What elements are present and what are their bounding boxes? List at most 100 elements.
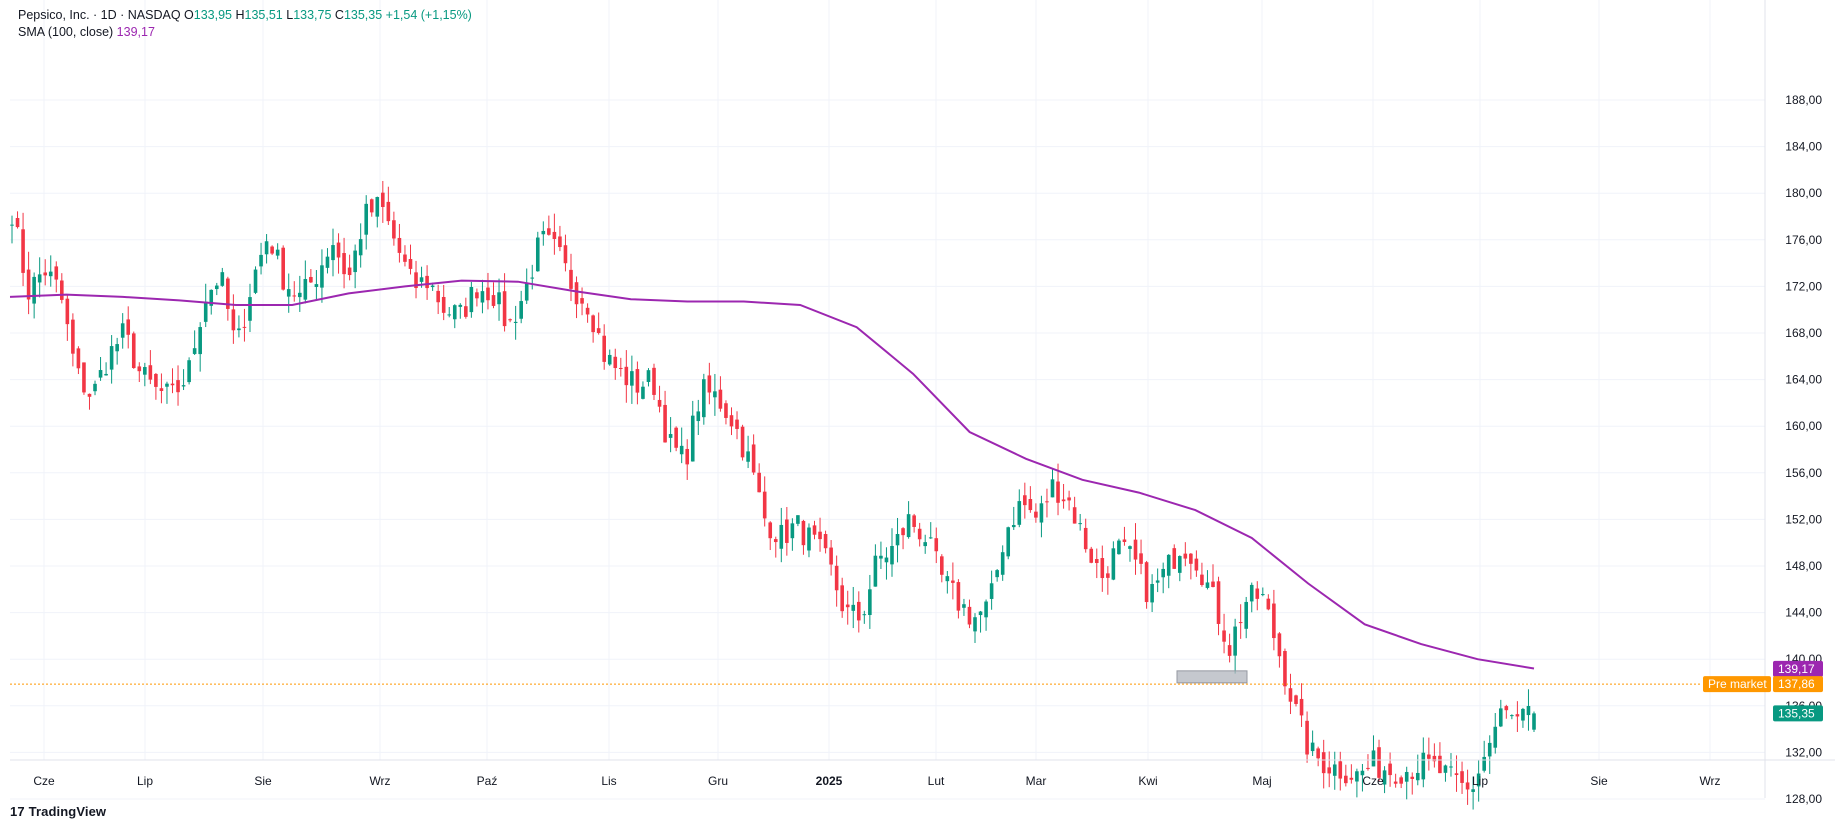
time-tick-label: Maj	[1252, 774, 1271, 788]
candle-body	[635, 369, 640, 393]
candle-body	[1150, 583, 1154, 603]
candle-body	[491, 295, 496, 306]
candle-body	[1305, 720, 1309, 755]
candle-body	[840, 585, 844, 612]
price-tick-label: 188,00	[1785, 93, 1822, 107]
candle-body	[1388, 763, 1392, 776]
candle-body	[408, 258, 413, 269]
candle-body	[43, 272, 48, 276]
candle-body	[264, 241, 269, 255]
price-tick-label: 176,00	[1785, 233, 1822, 247]
candle-body	[154, 373, 158, 387]
sma-legend-row[interactable]: SMA (100, close) 139,17	[18, 24, 472, 41]
candle-body	[403, 254, 407, 262]
time-tick-label: 2025	[816, 774, 843, 788]
candle-body	[1366, 767, 1370, 769]
candle-body	[497, 292, 501, 305]
candle-body	[818, 531, 822, 540]
candle-body	[176, 380, 180, 393]
symbol-title[interactable]: Pepsico, Inc. · 1D · NASDAQ	[18, 8, 181, 22]
candle-body	[469, 287, 474, 313]
candle-body	[508, 319, 512, 321]
candle-body	[729, 415, 734, 427]
candle-body	[1006, 527, 1011, 557]
candle-body	[1161, 568, 1165, 578]
candle-body	[1272, 603, 1276, 639]
ohlc-row: Pepsico, Inc. · 1D · NASDAQ O133,95 H135…	[18, 8, 472, 22]
candle-body	[1283, 651, 1287, 687]
candle-body	[452, 305, 457, 320]
candle-body	[1349, 777, 1354, 780]
candle-body	[375, 197, 380, 217]
time-tick-label: Cze	[33, 774, 55, 788]
candle-body	[71, 319, 75, 354]
candle-body	[259, 254, 263, 267]
candle-body	[1222, 630, 1226, 642]
price-tick-label: 180,00	[1785, 186, 1822, 200]
candle-body	[502, 291, 507, 327]
candle-body	[657, 399, 662, 407]
candle-body	[1111, 548, 1116, 580]
low-value: 133,75	[293, 8, 332, 22]
candle-body	[458, 304, 463, 307]
candle-body	[1288, 688, 1293, 702]
candle-body	[696, 411, 701, 422]
candle-body	[524, 282, 529, 301]
candle-body	[845, 604, 850, 608]
candle-body	[967, 606, 972, 625]
time-axis[interactable]: Cze Lip Sie Wrz Paź Lis Gru 2025 Lut Mar Kwi Maj Cze…	[33, 774, 1720, 788]
candle-body	[547, 228, 551, 235]
candle-body	[746, 451, 750, 462]
chart-legend: Pepsico, Inc. · 1D · NASDAQ O133,95 H135…	[18, 7, 472, 41]
candle-body	[1128, 546, 1132, 549]
candle-body	[1216, 581, 1221, 624]
candle-body	[1510, 715, 1514, 717]
candle-body	[98, 370, 103, 378]
candle-body	[1039, 503, 1044, 523]
candle-body	[270, 246, 274, 254]
candle-body	[1078, 523, 1082, 525]
candle-body	[1521, 708, 1525, 721]
candle-body	[1139, 553, 1143, 564]
candle-body	[1360, 770, 1365, 776]
candle-body	[1321, 752, 1326, 774]
candle-body	[702, 379, 706, 418]
candle-body	[535, 237, 540, 272]
candle-body	[762, 491, 767, 519]
candle-body	[447, 314, 452, 316]
time-tick-label: Lip	[137, 774, 153, 788]
time-tick-label: Mar	[1026, 774, 1047, 788]
highlight-box	[1176, 670, 1248, 684]
time-tick-label: Sie	[254, 774, 272, 788]
candle-body	[834, 565, 839, 591]
candle-body	[286, 289, 291, 297]
price-tags: 139,17 Pre market 137,86 135,35	[1703, 660, 1823, 722]
candle-body	[773, 539, 778, 543]
time-tick-label: Lis	[601, 774, 616, 788]
candle-body	[397, 237, 402, 253]
candle-body	[1067, 497, 1071, 501]
candle-body	[1034, 511, 1038, 518]
candle-body	[1454, 773, 1459, 776]
candle-body	[220, 272, 225, 286]
candle-body	[779, 524, 784, 549]
candle-body	[1205, 582, 1210, 588]
candle-body	[441, 296, 446, 313]
candle-body	[1344, 775, 1348, 784]
candle-body	[1089, 548, 1094, 563]
candle-body	[1471, 789, 1475, 792]
tradingview-logo[interactable]: 17 TradingView	[10, 804, 106, 819]
candle-body	[242, 326, 247, 328]
candle-body	[1316, 748, 1320, 759]
candle-body	[624, 366, 629, 386]
candle-body	[275, 249, 280, 256]
candle-body	[796, 515, 800, 524]
candle-body	[309, 276, 313, 283]
candle-body	[1393, 781, 1398, 784]
price-tick-label: 168,00	[1785, 326, 1822, 340]
candle-body	[48, 271, 53, 277]
candle-body	[1526, 705, 1531, 716]
candle-body	[480, 291, 485, 303]
candle-body	[1072, 507, 1077, 524]
